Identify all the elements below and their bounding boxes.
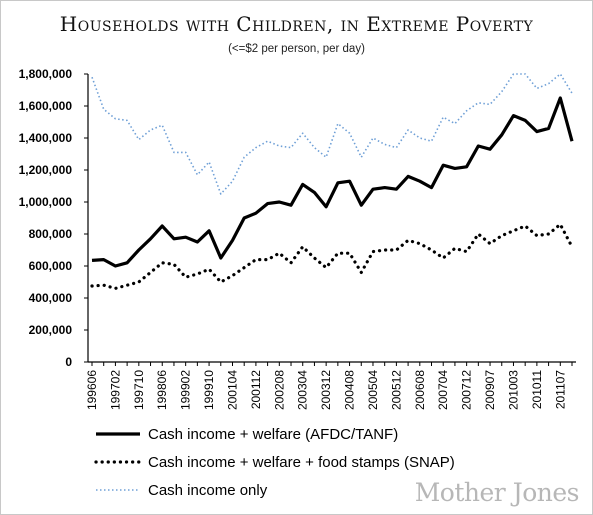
legend-label-1: Cash income + welfare + food stamps (SNA… — [148, 454, 455, 471]
y-tick-label: 600,000 — [29, 259, 73, 273]
series-lines — [90, 73, 574, 290]
chart-title: Households with Children, in Extreme Pov… — [59, 12, 534, 36]
x-tick-label: 200712 — [460, 370, 474, 410]
x-tick-label: 200512 — [389, 370, 403, 410]
x-tick-label: 200408 — [343, 370, 357, 410]
y-tick-label: 400,000 — [29, 291, 73, 305]
x-tick-label: 199606 — [85, 370, 99, 410]
x-tick-label: 200104 — [225, 370, 239, 410]
axes — [87, 74, 576, 363]
series-line-1 — [90, 222, 574, 290]
mother-jones-logo: Mother Jones — [414, 478, 580, 507]
y-tick-label: 0 — [65, 355, 72, 369]
x-tick-label: 200504 — [366, 370, 380, 410]
x-tick-label: 200112 — [249, 370, 263, 409]
y-tick-label: 800,000 — [29, 227, 73, 241]
x-tick-label: 199910 — [202, 370, 216, 410]
y-tick-labels: 1,800,000 1,600,000 1,400,000 1,200,000 1,00… — [19, 67, 88, 369]
x-tick-label: 199806 — [155, 370, 169, 410]
x-tick-label: 199710 — [132, 370, 146, 410]
y-tick-label: 1,200,000 — [19, 163, 73, 177]
series-line-0 — [91, 96, 574, 268]
series-line-2 — [91, 73, 573, 195]
x-tick-label: 200608 — [413, 370, 427, 410]
y-tick-label: 1,000,000 — [19, 195, 73, 209]
y-tick-label: 1,800,000 — [19, 67, 73, 81]
y-tick-label: 200,000 — [29, 323, 73, 337]
x-tick-labels: 199606 199702 199710 199806 199902 199910 2001… — [85, 362, 573, 410]
x-tick-label: 200907 — [483, 370, 497, 410]
legend: Cash income + welfare (AFDC/TANF) Cash in… — [94, 426, 455, 499]
x-tick-label: 200704 — [436, 370, 450, 410]
chart-subtitle: (<=$2 per person, per day) — [228, 43, 365, 55]
x-tick-label: 201003 — [506, 370, 520, 410]
y-tick-label: 1,400,000 — [19, 131, 73, 145]
x-tick-label: 199702 — [108, 370, 122, 410]
x-tick-label: 199902 — [179, 370, 193, 410]
legend-label-0: Cash income + welfare (AFDC/TANF) — [148, 426, 398, 443]
legend-label-2: Cash income only — [148, 482, 268, 499]
x-tick-label: 200304 — [296, 370, 310, 410]
x-tick-label: 200312 — [319, 370, 333, 410]
x-tick-label: 200208 — [272, 370, 286, 410]
x-tick-label: 201011 — [530, 370, 544, 409]
x-tick-label: 201107 — [553, 370, 567, 409]
y-tick-label: 1,600,000 — [19, 99, 73, 113]
